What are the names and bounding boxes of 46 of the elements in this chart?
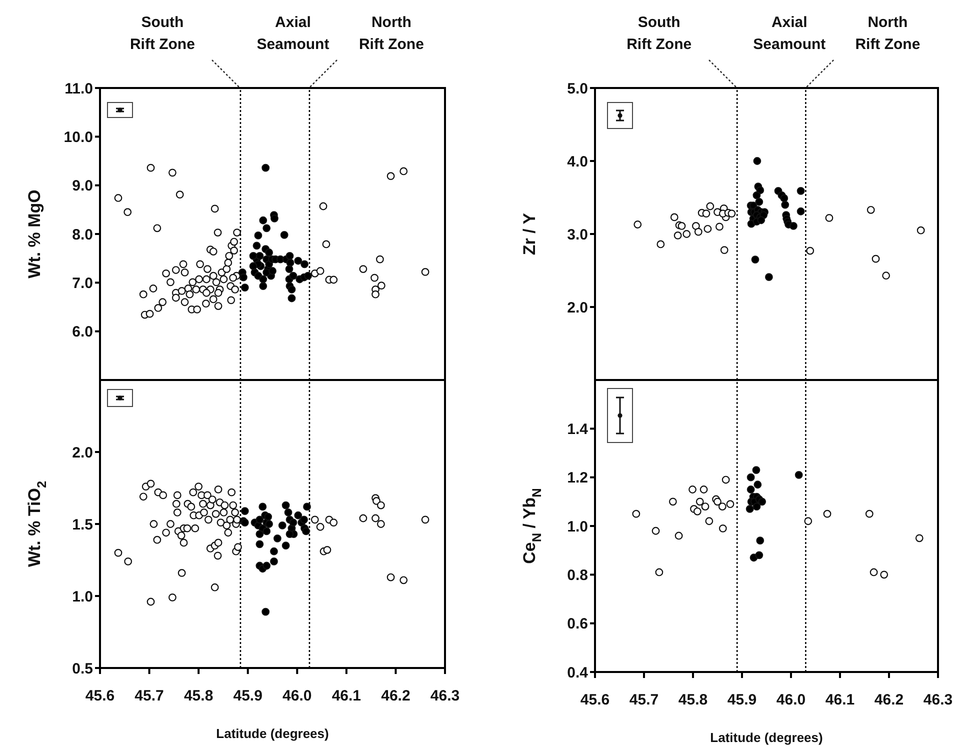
x-axis-title: Latitude (degrees) xyxy=(216,726,329,741)
x-tick-label: 46.0 xyxy=(776,692,806,709)
x-tick-label: 46.0 xyxy=(282,688,312,705)
y-tick-label: 5.0 xyxy=(567,80,588,98)
text: South Rift Zone xyxy=(128,13,196,55)
x-tick-label: 45.9 xyxy=(233,688,262,705)
y-tick-label: 2.0 xyxy=(72,444,93,462)
x-tick-label: 46.1 xyxy=(332,688,362,705)
x-tick-label: 45.7 xyxy=(134,688,164,705)
x-tick-label: 45.6 xyxy=(85,688,115,705)
x-tick-label: 46.2 xyxy=(874,692,904,709)
y-tick-label: 10.0 xyxy=(64,128,93,146)
text: Axial Seamount xyxy=(256,13,330,55)
y-tick-label: 1.5 xyxy=(72,516,93,534)
x-tick-label: 45.6 xyxy=(580,692,610,709)
y-tick-label: 11.0 xyxy=(64,80,93,98)
text: North Rift Zone xyxy=(358,13,425,55)
x-tick-label: 45.7 xyxy=(629,692,659,709)
x-axis-title: Latitude (degrees) xyxy=(710,730,823,745)
y-axis-title: Zr / Y xyxy=(520,212,538,256)
x-tick-label: 46.2 xyxy=(381,688,410,705)
y-tick-label: 7.0 xyxy=(72,274,93,292)
x-tick-label: 45.8 xyxy=(678,692,708,709)
x-tick-label: 46.1 xyxy=(825,692,855,709)
x-tick-label: 46.3 xyxy=(923,692,953,709)
text: South Rift Zone xyxy=(626,13,693,55)
y-tick-label: 2.0 xyxy=(567,299,588,316)
y-tick-label: 1.0 xyxy=(567,518,588,536)
x-tick-label: 46.3 xyxy=(430,688,460,705)
y-tick-label: 3.0 xyxy=(567,226,588,244)
y-tick-label: 1.0 xyxy=(72,588,93,606)
x-tick-label: 45.8 xyxy=(184,688,214,705)
y-tick-label: 8.0 xyxy=(72,226,93,244)
y-tick-label: 6.0 xyxy=(72,324,93,341)
y-tick-label: 0.8 xyxy=(567,566,588,584)
text: Axial Seamount xyxy=(752,13,827,55)
y-tick-label: 0.4 xyxy=(567,664,589,682)
y-tick-label: 1.4 xyxy=(567,420,589,438)
y-tick-label: 0.5 xyxy=(72,660,93,678)
y-tick-label: 4.0 xyxy=(567,153,588,170)
x-tick-label: 45.9 xyxy=(727,692,757,709)
y-tick-label: 1.2 xyxy=(567,470,588,487)
y-axis-title: Wt. % MgO xyxy=(24,190,44,278)
text: North Rift Zone xyxy=(854,13,922,55)
y-tick-label: 9.0 xyxy=(72,178,93,195)
y-tick-label: 0.6 xyxy=(567,616,588,633)
